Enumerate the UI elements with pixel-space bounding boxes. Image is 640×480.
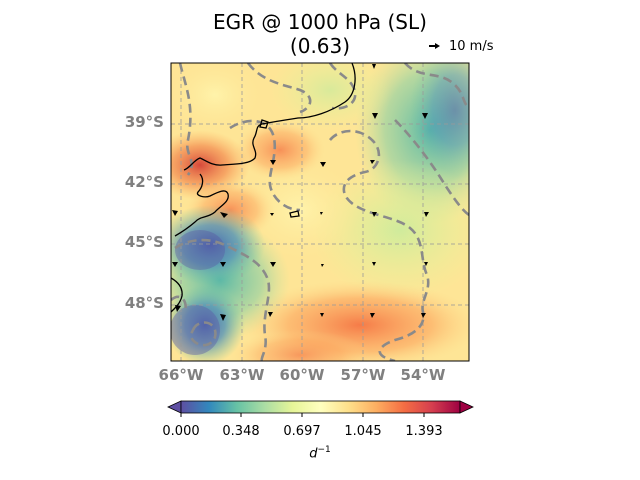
wind-arrow [424,212,429,217]
wind-arrow [372,64,376,69]
wind-arrow [422,113,428,119]
wind-arrow [220,314,226,321]
unit-exponent: −1 [317,445,331,455]
colorbar-tick-label: 0.697 [283,424,321,439]
lat-tick-label: 45°S [124,233,164,251]
egr-field [171,63,469,361]
lon-tick-label: 54°W [400,366,446,384]
colorbar-tick-label: 0.000 [162,424,200,439]
colorbar-unit-label: d−1 [300,445,340,461]
colorbar [167,400,474,417]
map-frame [170,62,470,362]
wind-arrow [370,313,375,318]
lon-tick-label: 66°W [158,366,204,384]
wind-arrow [370,160,375,164]
unit-base: d [309,446,318,462]
wind-arrow [421,313,426,318]
lon-tick-label: 63°W [219,366,265,384]
wind-arrow [270,160,276,165]
wind-arrow [268,312,273,317]
colorbar-tick-label: 1.045 [344,424,382,439]
colorbar-tick-label: 1.393 [405,424,443,439]
colorbar-extend-min [167,400,182,414]
lon-tick-label: 57°W [340,366,386,384]
wind-arrow [172,262,178,267]
wind-arrow [372,262,376,266]
wind-arrow [372,113,378,119]
wind-arrow [320,212,323,215]
wind-arrow [172,210,178,216]
wind-arrow [372,212,377,217]
colorbar-extend-max [459,400,474,414]
wind-arrow [424,262,428,266]
reference-vector-arrow [429,43,440,49]
reference-vector-label: 10 m/s [449,39,494,54]
colorbar-tick-label: 0.348 [222,424,260,439]
coastline [171,63,356,313]
lon-tick-label: 60°W [279,366,325,384]
gridlines [171,63,469,361]
wind-arrow [321,264,324,267]
wind-arrow [220,212,228,218]
map-subtitle: (0.63) [289,34,351,58]
wind-arrow [220,262,226,267]
wind-vectors [172,64,429,321]
wind-arrow [270,213,274,216]
wind-arrow [320,313,324,317]
wind-arrow [320,162,326,167]
lat-tick-label: 42°S [124,173,164,191]
wind-arrow [270,262,276,267]
lat-tick-label: 48°S [124,294,164,312]
lat-tick-label: 39°S [124,113,164,131]
map-title: EGR @ 1000 hPa (SL) [213,10,427,34]
wind-arrow [175,305,181,312]
colorbar-gradient [180,400,461,414]
